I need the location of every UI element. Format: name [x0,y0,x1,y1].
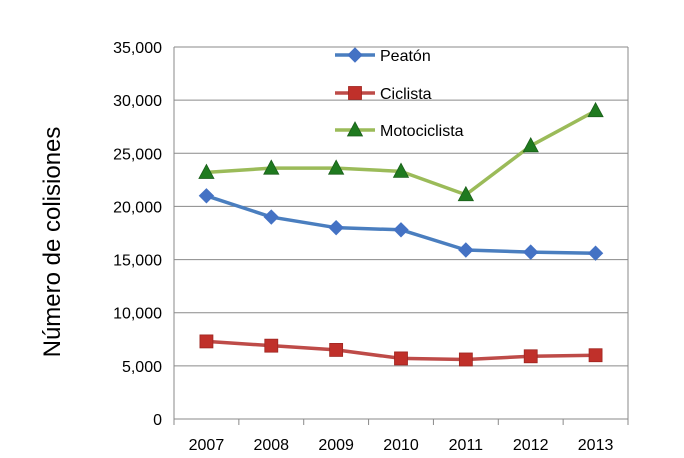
legend-marker [347,47,363,63]
series-3 [198,101,604,202]
data-point [263,209,279,225]
data-point [392,162,410,178]
data-point [588,348,603,363]
y-tick-label: 10,000 [113,306,162,323]
data-point [587,245,604,261]
data-point [264,338,279,353]
series-group [198,101,604,367]
data-point [457,185,475,202]
y-tick-labels: 0 5,000 10,000 15,000 20,000 25,000 30,000 35,0… [113,40,162,429]
legend-item: Ciclista [335,86,432,103]
legend-marker [348,86,362,100]
x-tick-label: 2010 [383,437,419,454]
x-tick-label: 2007 [189,437,225,454]
data-point [523,349,538,364]
y-tick-label: 20,000 [113,199,162,216]
data-point [522,136,539,153]
data-point [458,242,474,258]
legend-marker [346,121,364,137]
legend-label: Motociclista [380,123,464,140]
x-tick-label: 2012 [513,437,549,454]
axes [173,47,629,425]
data-point [328,219,344,236]
data-point [327,159,345,175]
data-point [393,222,409,238]
legend-label: Peatón [380,48,431,65]
y-tick-label: 15,000 [113,253,162,270]
data-point [198,163,215,179]
x-tick-label: 2011 [449,437,484,454]
legend-item: Peatón [335,47,431,65]
y-tick-label: 5,000 [122,359,162,376]
x-tick-label: 2008 [253,437,289,454]
series-2 [199,334,603,367]
y-tick-label: 25,000 [113,146,162,163]
x-tick-label: 2009 [318,437,354,454]
y-tick-label: 0 [153,412,162,429]
data-point [394,351,408,366]
gridlines [174,46,628,367]
x-tick-label: 2013 [578,437,614,454]
legend-item: Motociclista [335,121,464,140]
data-point [263,159,280,175]
data-point [587,101,604,118]
legend-label: Ciclista [380,86,432,103]
x-tick-labels: 2007 2008 2009 2010 2011 2012 2013 [189,437,614,454]
data-point [198,188,215,204]
data-point [523,244,539,260]
data-point [458,352,473,367]
legend: Peatón Ciclista Motociclista [335,47,464,140]
y-tick-label: 30,000 [113,93,162,110]
y-tick-label: 35,000 [113,40,162,57]
data-point [199,334,214,349]
data-point [329,343,344,357]
series-1 [198,188,604,261]
y-axis-label: Número de colisiones [39,127,66,358]
